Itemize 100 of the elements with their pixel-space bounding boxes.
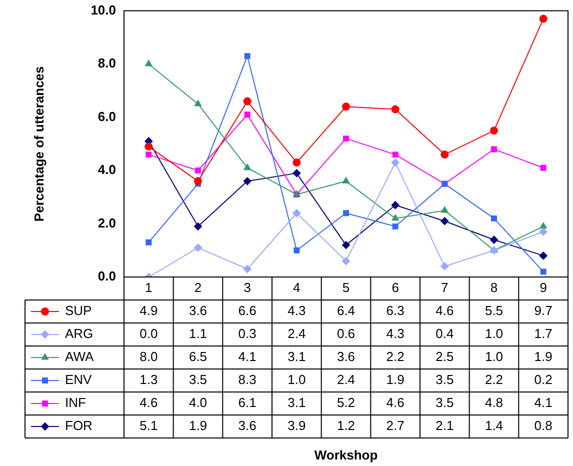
point [490, 126, 498, 135]
x-tick-label: 8 [490, 280, 498, 296]
data-label: 1.4 [484, 418, 504, 434]
point [243, 97, 252, 106]
point [490, 236, 498, 244]
data-label: 2.4 [288, 326, 306, 342]
data-label: 1.9 [534, 349, 552, 364]
point [195, 168, 201, 174]
data-label: 3.1 [288, 349, 306, 364]
data-label: 3.9 [288, 418, 306, 434]
point [540, 164, 546, 171]
y-tick-label: 6.0 [98, 108, 116, 124]
data-label: 6.4 [336, 303, 356, 318]
point [243, 265, 252, 274]
data-label: 6.6 [238, 303, 256, 318]
point [292, 209, 301, 218]
legend-label: AWA [65, 349, 94, 364]
text: Workshop [314, 448, 378, 463]
data-label: 3.5 [436, 372, 454, 388]
legend-label: FOR [65, 418, 92, 434]
point [539, 14, 548, 23]
data-label: 4.3 [386, 326, 404, 342]
data-label: 3.6 [336, 349, 356, 364]
legend-label: INF [65, 395, 86, 410]
point [391, 158, 400, 167]
data-label: 1.9 [188, 418, 208, 434]
data-label: 5.2 [336, 395, 356, 410]
point [342, 257, 350, 266]
data-label: 4.6 [386, 395, 404, 410]
data-label: 6.3 [386, 303, 404, 318]
point [342, 177, 350, 184]
data-label: 1.2 [336, 418, 356, 434]
data-label: 8.0 [140, 349, 158, 364]
point [539, 228, 548, 236]
point [294, 247, 300, 254]
legend-label: ARG [65, 326, 94, 342]
data-label: 5.1 [140, 418, 158, 434]
data-label: 2.7 [386, 418, 404, 434]
data-label: 2.4 [336, 372, 356, 388]
point [145, 60, 152, 66]
legend-label: SUP [65, 303, 92, 318]
y-tick-label: 8.0 [98, 56, 116, 71]
legend-label: ENV [65, 372, 92, 388]
x-tick-label: 7 [441, 280, 448, 296]
point [392, 214, 399, 221]
data-label: 0.0 [140, 326, 158, 342]
point [194, 177, 202, 186]
x-tick-label: 9 [540, 280, 547, 296]
y-tick-label: 2.0 [98, 215, 116, 230]
point [343, 210, 349, 216]
data-label: 0.2 [534, 372, 552, 388]
data-label: 4.6 [436, 303, 454, 318]
data-label: 4.1 [238, 349, 256, 364]
data-label: 2.2 [386, 349, 404, 364]
data-label: 0.8 [534, 418, 552, 434]
point [391, 201, 400, 210]
point [244, 53, 250, 60]
y-tick-label: 10.0 [90, 2, 116, 18]
data-label: 5.5 [484, 303, 504, 318]
point [144, 142, 153, 151]
y-tick-label: 0.0 [98, 268, 116, 284]
data-label: 2.1 [436, 418, 454, 434]
point [343, 136, 349, 142]
data-label: 3.6 [238, 418, 256, 434]
data-label: 4.1 [534, 395, 552, 410]
data-label: 6.5 [188, 349, 208, 364]
y-tick-label: 4.0 [98, 162, 116, 178]
data-label: 0.4 [436, 326, 454, 342]
data-label: 3.1 [288, 395, 306, 410]
point [243, 177, 252, 186]
data-label: 4.0 [188, 395, 208, 410]
data-label: 4.6 [140, 395, 158, 410]
x-tick-label: 6 [392, 280, 399, 296]
data-label: 4.3 [288, 303, 306, 318]
data-label: 1.0 [288, 372, 306, 388]
point [440, 262, 449, 270]
point [194, 244, 202, 252]
point [146, 239, 152, 246]
data-label: 3.6 [188, 303, 208, 318]
x-tick-label: 2 [194, 280, 202, 296]
point [392, 223, 398, 230]
data-label: 1.0 [484, 349, 504, 364]
data-label: 0.6 [336, 326, 356, 342]
data-label: 1.0 [484, 326, 504, 342]
data-label: 6.1 [238, 395, 256, 410]
point [491, 215, 497, 222]
data-label: 2.2 [484, 372, 504, 388]
point [342, 241, 350, 250]
data-label: 3.5 [188, 372, 208, 388]
point [194, 222, 202, 230]
point [292, 169, 301, 178]
point [292, 158, 301, 167]
point [392, 152, 398, 158]
data-label: 1.9 [386, 372, 404, 388]
data-label: 2.5 [436, 349, 454, 364]
data-label: 4.8 [484, 395, 504, 410]
y-axis-title: Percentage of utterances [31, 66, 46, 222]
data-label: 0.3 [238, 326, 256, 342]
point [244, 112, 250, 118]
x-tick-label: 3 [244, 280, 251, 296]
